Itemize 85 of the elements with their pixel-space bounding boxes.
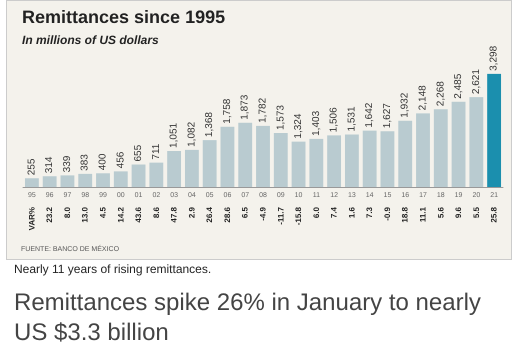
- data-label: 1,506: [328, 106, 340, 132]
- text: 5.6: [436, 206, 446, 218]
- text: -4.9: [258, 206, 268, 221]
- bar: [238, 122, 252, 187]
- text: 4.5: [98, 206, 108, 218]
- bar: [327, 135, 342, 187]
- data-label: 339: [62, 155, 73, 172]
- chart-title: Remittances since 1995: [22, 7, 226, 27]
- data-label: 2,148: [418, 84, 428, 110]
- bar: [184, 150, 199, 187]
- data-label: 1,051: [168, 122, 180, 148]
- text: VAR%: [27, 207, 36, 230]
- data-label: 1,758: [222, 98, 233, 124]
- text: 5.5: [472, 206, 481, 218]
- data-label: 2,621: [470, 68, 482, 94]
- bar: [220, 126, 234, 187]
- data-label: 1,531: [346, 106, 358, 132]
- data-label: 1,403: [310, 110, 322, 136]
- data-label: 2,268: [435, 80, 446, 106]
- data-label: 400: [98, 153, 108, 170]
- data-label: 1,324: [293, 113, 304, 139]
- bar: [114, 171, 128, 187]
- bar: [309, 138, 324, 187]
- data-label: 1,368: [204, 112, 216, 138]
- bar: [380, 131, 394, 187]
- text: 28.6: [222, 206, 232, 223]
- data-label: 456: [115, 151, 126, 168]
- bar: [202, 140, 217, 187]
- text: Remittances spike 26% in January to nearly US $3.3 billion: [14, 288, 482, 348]
- data-label: 1,873: [240, 94, 251, 120]
- text: 8.0: [62, 206, 72, 218]
- bar: [256, 126, 270, 187]
- bar: [292, 142, 306, 187]
- bar: [434, 109, 448, 187]
- bar: [42, 176, 57, 187]
- data-label: 383: [80, 154, 91, 171]
- data-label: 1,642: [364, 102, 376, 128]
- data-label: 655: [133, 144, 144, 162]
- text: Nearly 11 years of rising remittances.: [14, 262, 212, 276]
- bar: [24, 178, 39, 187]
- text: 7.4: [330, 206, 339, 218]
- text: 9.6: [454, 206, 464, 218]
- text: 11.1: [418, 206, 428, 222]
- bar: [167, 150, 182, 187]
- data-label: 1,082: [186, 121, 198, 147]
- text: 14.2: [116, 206, 126, 223]
- text: 18.8: [400, 206, 410, 223]
- text: 25.8: [490, 206, 499, 223]
- bar: [344, 134, 359, 187]
- bar: [469, 97, 484, 187]
- text: 1.6: [347, 206, 356, 218]
- data-label: 1,932: [400, 92, 411, 118]
- text: 26.4: [205, 206, 214, 223]
- bar: [96, 173, 110, 187]
- bar: [78, 174, 92, 187]
- text: -11.7: [276, 206, 286, 225]
- text: 8.6: [152, 206, 161, 218]
- bar: [452, 102, 466, 187]
- bar: [487, 74, 502, 187]
- text: 43.6: [134, 206, 144, 223]
- text: 13.0: [80, 206, 90, 223]
- bar: [60, 175, 74, 187]
- data-label: 1,627: [382, 102, 393, 128]
- bar: [398, 120, 412, 187]
- text: -0.9: [382, 206, 392, 221]
- data-label: 711: [150, 143, 162, 160]
- bar: [362, 130, 377, 187]
- bar: [274, 133, 288, 187]
- text: 6.0: [312, 206, 321, 218]
- data-label: 3,298: [488, 45, 500, 71]
- text: 2.9: [187, 206, 196, 218]
- text: 6.5: [240, 206, 250, 218]
- data-label: 1,782: [258, 97, 268, 123]
- data-label: 255: [26, 158, 38, 176]
- data-label: 314: [44, 156, 56, 174]
- data-label: 1,573: [275, 104, 286, 130]
- bar: [416, 113, 430, 187]
- bar: [149, 162, 164, 187]
- text: 47.8: [170, 206, 179, 223]
- text: 23.2: [45, 206, 54, 223]
- chart-subtitle: In millions of US dollars: [22, 33, 160, 47]
- text: 7.3: [365, 206, 374, 218]
- text: -15.8: [294, 206, 304, 226]
- data-label: 2,485: [453, 73, 464, 99]
- bar: [132, 164, 146, 187]
